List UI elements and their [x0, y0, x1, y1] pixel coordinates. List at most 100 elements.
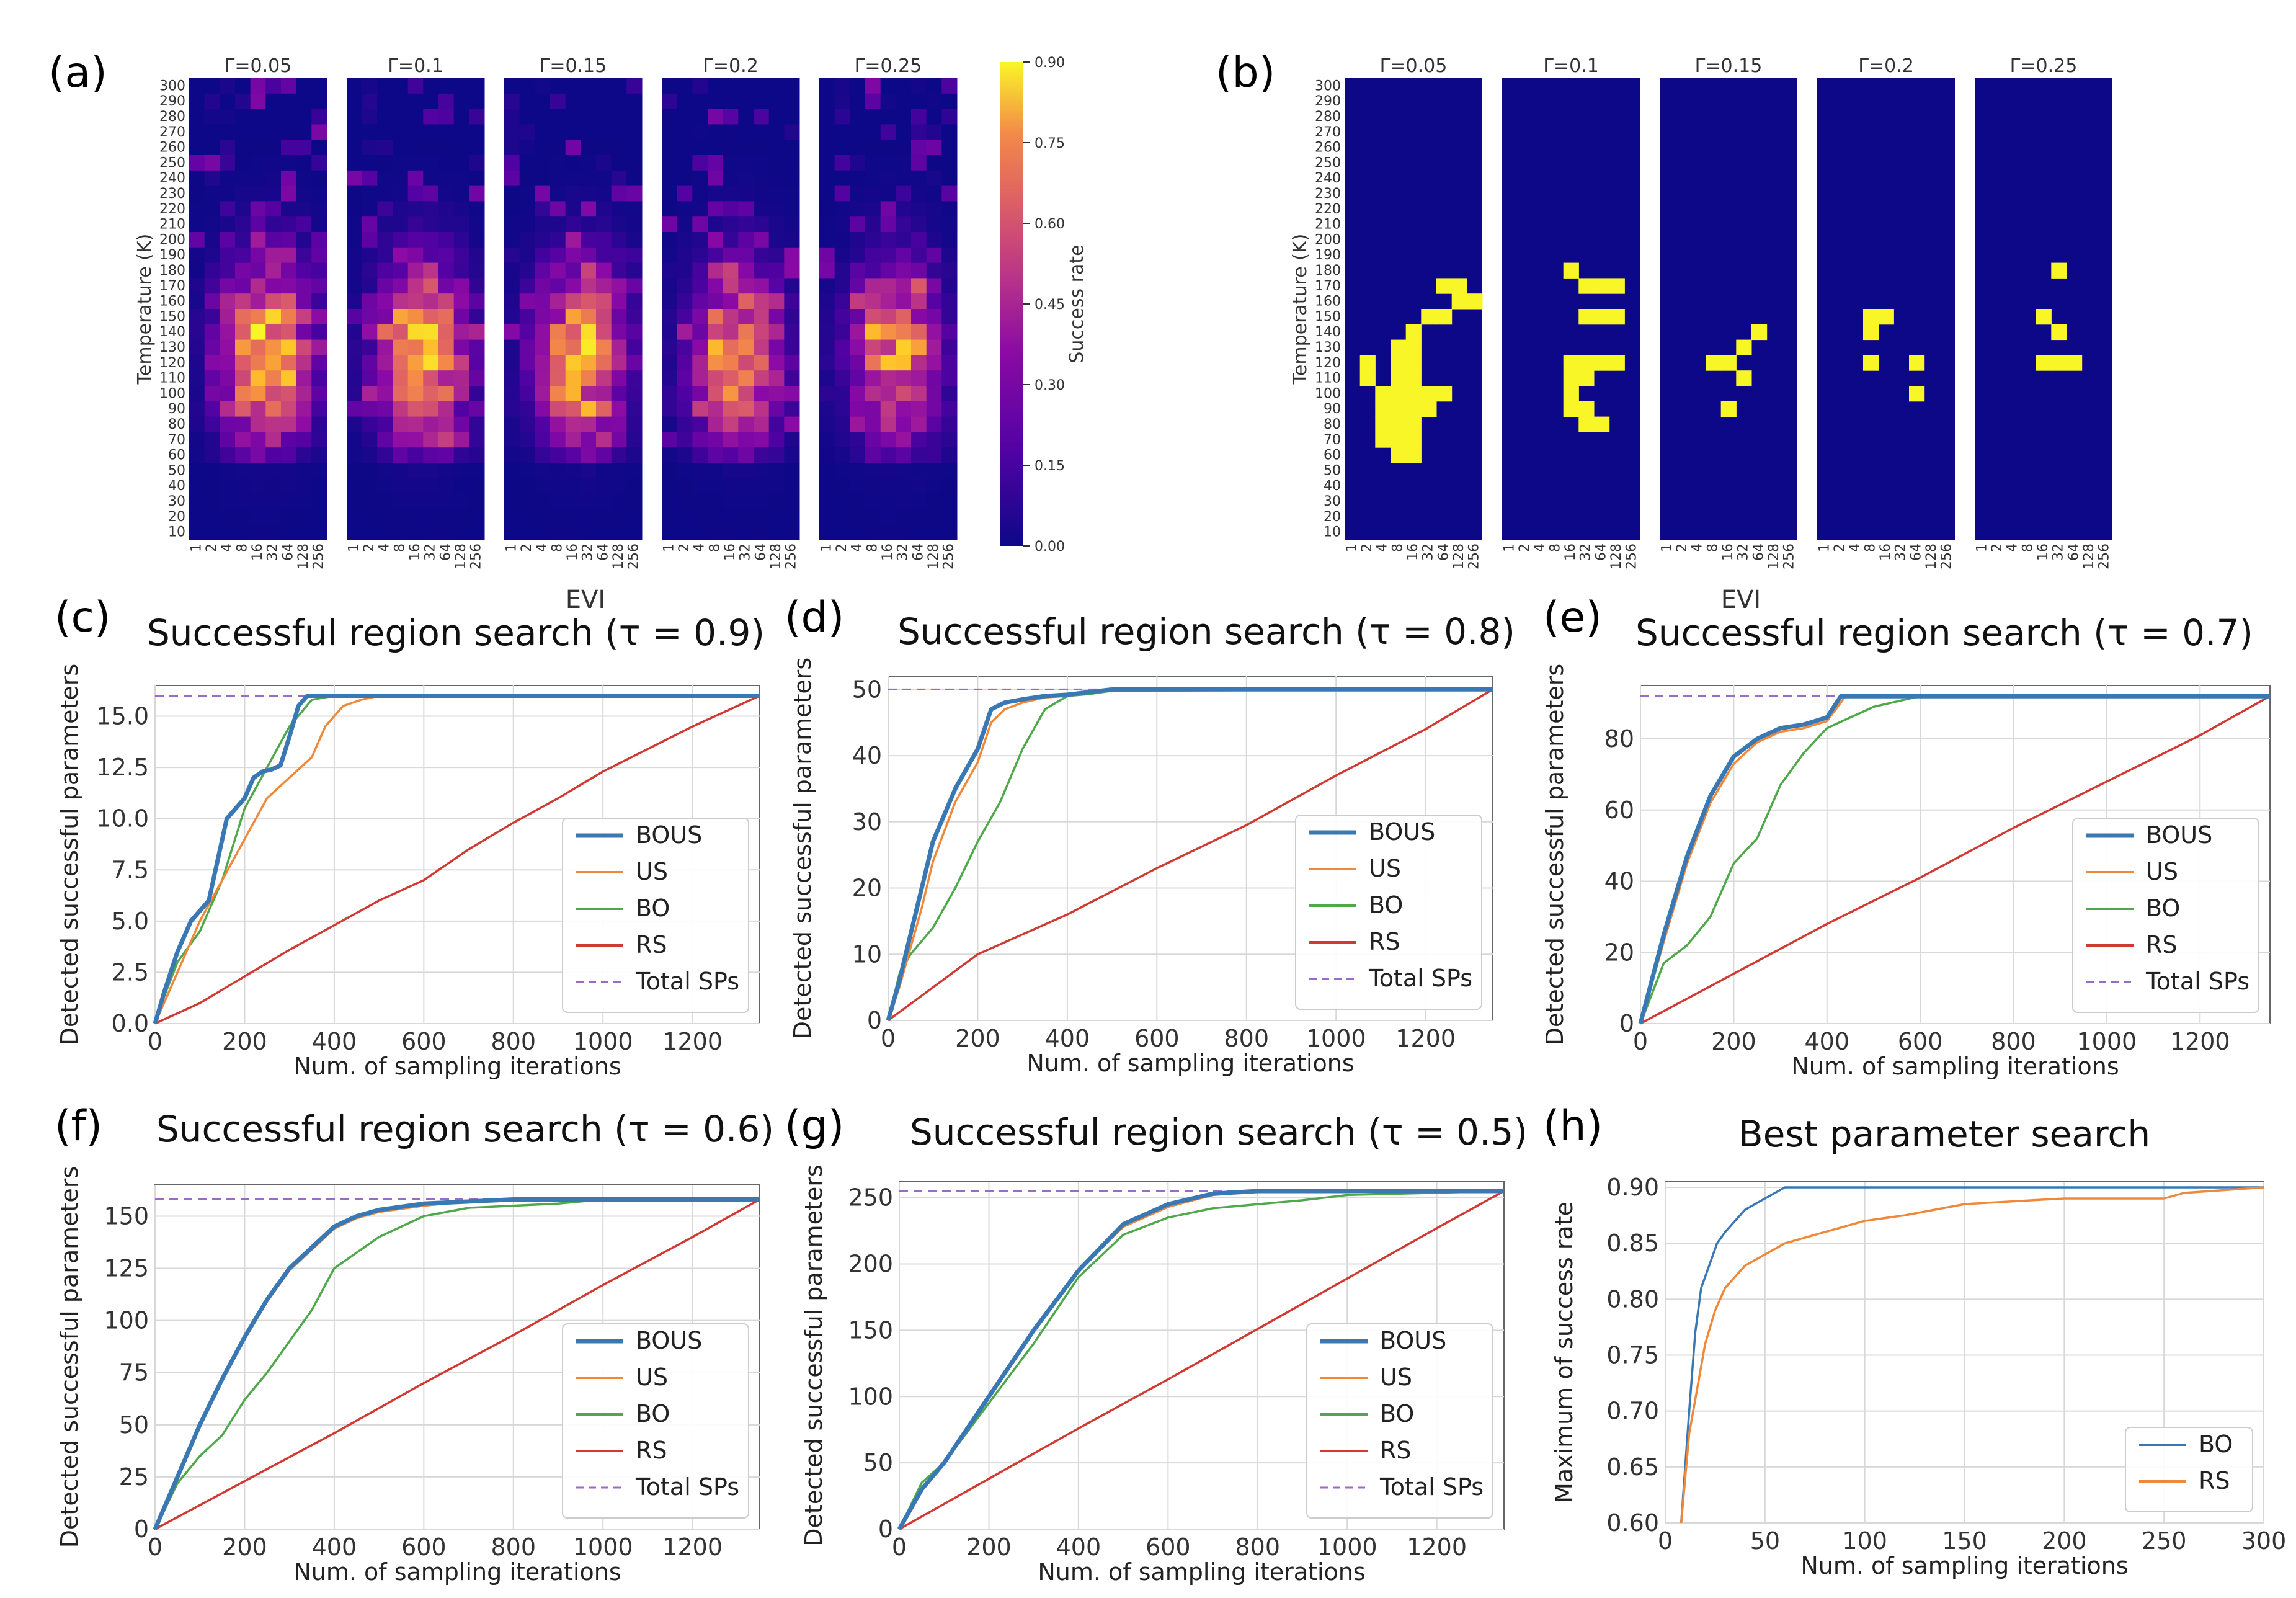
heatmap-gamma-title: Γ=0.05 [225, 55, 292, 77]
heatmap-cell [784, 524, 800, 540]
heatmap-cell [235, 124, 251, 140]
heatmap-ytick: 130 [1315, 340, 1341, 355]
heatmap-cell [1563, 262, 1579, 279]
heatmap-ytick: 110 [1315, 371, 1341, 386]
heatmap-cell [677, 447, 693, 463]
heatmap-cell [504, 309, 520, 325]
heatmap-cell [550, 386, 566, 402]
heatmap-cell [754, 93, 770, 110]
heatmap-cell [535, 309, 551, 325]
heatmap-cell [784, 124, 800, 140]
x-tick-label: 800 [1235, 1533, 1281, 1561]
chart-g: (g) Successful region search (τ = 0.5)0 20… [785, 1102, 1528, 1586]
heatmap-ytick: 40 [168, 478, 185, 494]
heatmap-cell [550, 216, 566, 233]
heatmap-cell [453, 247, 469, 264]
heatmap-cell [204, 124, 220, 140]
heatmap-cell [738, 93, 754, 110]
heatmap-cell [850, 155, 866, 171]
heatmap-cell [784, 309, 800, 325]
heatmap-cell [281, 524, 297, 540]
heatmap-cell [220, 232, 236, 248]
heatmap-cell [581, 401, 597, 417]
heatmap-ytick: 90 [168, 401, 185, 417]
heatmap-cell [519, 155, 535, 171]
heatmap-cell [768, 78, 785, 94]
heatmap-cell [880, 170, 896, 187]
heatmap-cell [708, 370, 724, 386]
heatmap-cell [941, 432, 958, 448]
series-line-bous [886, 687, 1493, 1021]
y-tick-label: 0.0 [112, 1010, 149, 1037]
heatmap-ytick: 70 [168, 432, 185, 448]
heatmap-cell [438, 386, 455, 402]
panel-label-b: (b) [1216, 48, 1275, 97]
heatmap-cell [754, 386, 770, 402]
heatmap-cell [581, 463, 597, 479]
heatmap-cell [596, 493, 612, 509]
heatmap-cell [281, 247, 297, 264]
heatmap-cell [834, 124, 850, 140]
series-line-bous [153, 1197, 760, 1530]
heatmap-cell [738, 247, 754, 264]
heatmap-cell [850, 447, 866, 463]
heatmap-cell [296, 401, 312, 417]
heatmap-cell [1609, 355, 1625, 371]
heatmap-cell [784, 463, 800, 479]
heatmap-cell [311, 278, 327, 294]
heatmap-cell [926, 416, 942, 432]
heatmap-cell [611, 324, 627, 341]
heatmap-cell [723, 93, 739, 110]
heatmap-cell [754, 155, 770, 171]
heatmap-cell [677, 432, 693, 448]
heatmap-cell [1391, 401, 1407, 417]
heatmap-cell [265, 401, 282, 417]
heatmap-xtick: 1 [1974, 543, 1990, 552]
heatmap-cell [611, 293, 627, 310]
panel-label-h: (h) [1543, 1102, 1603, 1151]
heatmap-cell [469, 355, 485, 371]
heatmap-cell [550, 478, 566, 494]
heatmap-cell [738, 262, 754, 279]
heatmap-cell [423, 155, 439, 171]
heatmap-cell [723, 293, 739, 310]
heatmap-cell [692, 339, 708, 355]
heatmap-cell [738, 185, 754, 202]
x-tick-label: 800 [1991, 1028, 2036, 1055]
heatmap-cell [1594, 278, 1610, 294]
heatmap-cell [692, 170, 708, 187]
heatmap-cell [281, 232, 297, 248]
heatmap-cell [535, 262, 551, 279]
heatmap-cell [1909, 386, 1925, 402]
heatmap-cell [265, 324, 282, 341]
heatmap-cell [423, 78, 439, 94]
legend-label: BO [2199, 1431, 2233, 1458]
heatmap-cell [393, 170, 409, 187]
heatmap-cell [393, 447, 409, 463]
heatmap-cell [535, 78, 551, 94]
heatmap-cell [265, 78, 282, 94]
heatmap-cell [362, 262, 378, 279]
heatmap-cell [692, 386, 708, 402]
heatmap-cell [204, 262, 220, 279]
heatmap-cell [347, 355, 363, 371]
heatmap-cell [204, 232, 220, 248]
heatmap-cell [265, 355, 282, 371]
heatmap-cell [1751, 324, 1768, 341]
heatmap-cell [504, 140, 520, 156]
heatmap-cell [754, 339, 770, 355]
heatmap-cell [281, 509, 297, 525]
heatmap-cell [311, 324, 327, 341]
legend-label: BOUS [2146, 821, 2212, 849]
heatmap-cell [819, 370, 835, 386]
heatmap-cell [784, 201, 800, 217]
heatmap-cell [611, 140, 627, 156]
heatmap-cell [768, 216, 785, 233]
heatmap-cell [723, 232, 739, 248]
heatmap-cell [723, 185, 739, 202]
heatmap-cell [281, 324, 297, 341]
heatmap-cell [393, 309, 409, 325]
heatmap-cell [692, 247, 708, 264]
